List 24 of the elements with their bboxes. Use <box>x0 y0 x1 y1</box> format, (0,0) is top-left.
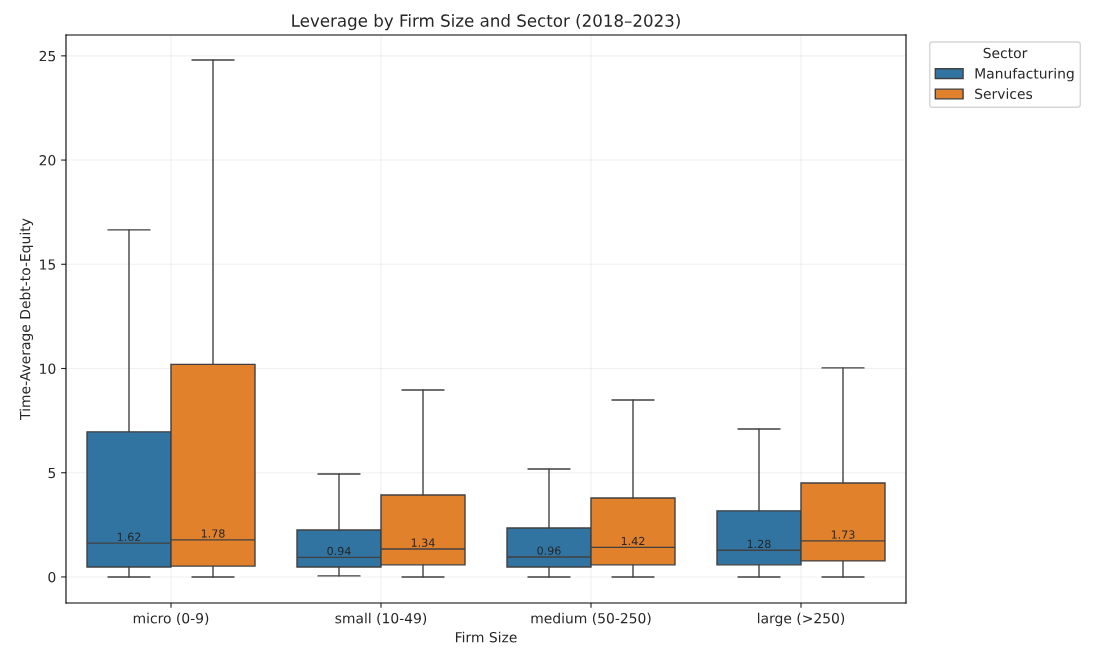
text: 1.34 <box>411 538 435 547</box>
text: 1.73 <box>831 530 855 539</box>
text: 0.94 <box>327 546 351 556</box>
x-tick-label: large (>250) <box>758 612 845 627</box>
y-tick-label: 25 <box>39 50 56 62</box>
text: 1.42 <box>621 536 645 546</box>
x-axis-title: Firm Size <box>455 631 517 643</box>
text: 1.62 <box>117 532 141 542</box>
legend-label: Services <box>975 88 1033 100</box>
chart-title: Leverage by Firm Size and Sector (2018–2023) <box>292 14 680 31</box>
x-tick-label: medium (50-250) <box>531 612 651 626</box>
x-tick-label: micro (0-9) <box>133 612 209 626</box>
y-axis-title: Time-Average Debt-to-Equity <box>19 218 34 420</box>
y-tick-label: 15 <box>40 259 56 270</box>
text: 1.28 <box>747 539 771 549</box>
x-tick-label: small (10-49) <box>335 612 427 626</box>
legend-title: Sector <box>983 47 1028 59</box>
text: 1.78 <box>201 529 225 538</box>
legend-label: Manufacturing <box>975 67 1074 82</box>
y-tick-label: 10 <box>40 363 56 374</box>
y-tick-label: 5 <box>48 467 56 479</box>
y-tick-label: 20 <box>39 155 56 166</box>
text: 0.96 <box>537 546 561 555</box>
y-tick-label: 0 <box>48 571 56 583</box>
